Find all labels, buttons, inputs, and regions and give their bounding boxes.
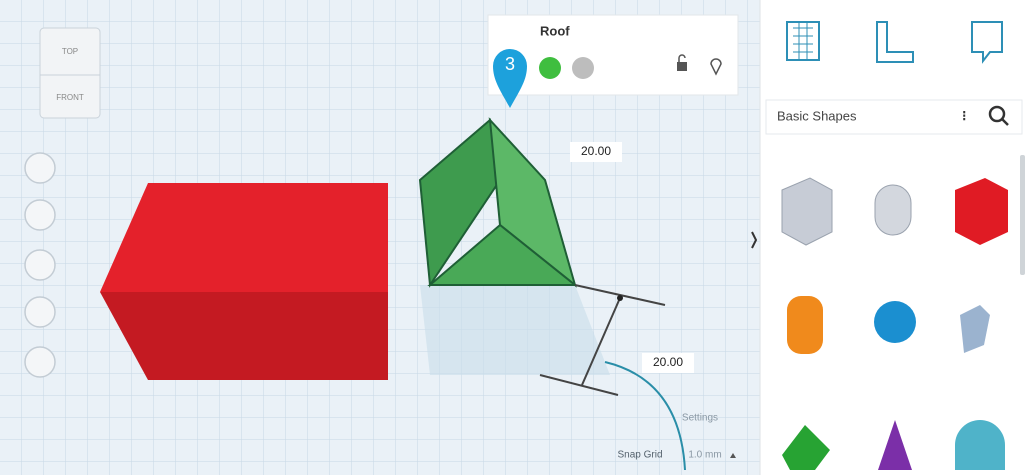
dimension-box[interactable] — [642, 353, 694, 373]
inspector-title: Roof — [540, 23, 570, 38]
roof-shape[interactable] — [418, 117, 578, 288]
dropdown-arrow[interactable] — [730, 453, 736, 458]
box-tile[interactable] — [955, 178, 1008, 245]
roof-bottom-face — [427, 223, 578, 286]
view-cube-front[interactable]: FRONT — [56, 93, 84, 102]
notes-tool[interactable] — [971, 21, 1003, 64]
box-hole-tile[interactable] — [781, 177, 833, 246]
perspective-button[interactable] — [24, 346, 56, 378]
step-badge — [493, 49, 527, 108]
roof-shadow — [420, 285, 610, 375]
workplane-tool[interactable] — [786, 21, 820, 61]
shape-tiles — [781, 177, 1008, 470]
inspector-panel — [487, 14, 739, 96]
snap-grid-label: Snap Grid — [617, 450, 662, 461]
inspector: Roof 3 — [487, 14, 739, 108]
cylinder-hole-tile[interactable] — [874, 184, 912, 236]
solid-color-button[interactable] — [539, 57, 561, 79]
round-roof-tile[interactable] — [955, 420, 1005, 470]
scrollbar[interactable] — [1020, 155, 1025, 275]
roof-tile[interactable] — [782, 425, 830, 470]
cone-tile[interactable] — [878, 420, 912, 470]
search-handle — [1001, 118, 1009, 126]
lock-shackle — [678, 54, 686, 62]
view-cube-top[interactable]: TOP — [62, 47, 78, 56]
dimension-line — [539, 374, 619, 396]
view-cube-body — [39, 27, 101, 119]
workplane-tool-grid — [793, 22, 813, 60]
settings-link[interactable]: Settings — [682, 413, 718, 424]
view-cube[interactable]: TOP FRONT — [39, 27, 101, 119]
dimension-line — [581, 297, 621, 386]
fit-button[interactable] — [24, 199, 56, 231]
scribble-tile[interactable] — [960, 305, 990, 353]
rotate-arc[interactable] — [604, 361, 686, 471]
category-label[interactable]: Basic Shapes — [777, 108, 857, 123]
dropdown-toggle[interactable]: ⁝ — [962, 108, 966, 124]
snap-grid-value[interactable]: 1.0 mm — [688, 450, 721, 461]
step-badge-number: 3 — [505, 54, 515, 74]
dimension-handle[interactable] — [617, 295, 623, 301]
light-icon[interactable] — [710, 58, 722, 76]
cylinder-tile[interactable] — [787, 296, 823, 354]
dimension-label[interactable]: 20.00 — [581, 144, 611, 158]
red-box-top — [100, 183, 388, 292]
red-box[interactable] — [100, 183, 388, 380]
ruler-tool[interactable] — [876, 21, 914, 63]
dimension-box[interactable] — [570, 142, 622, 162]
home-button[interactable] — [24, 152, 56, 184]
sphere-tile[interactable] — [874, 301, 916, 343]
zoom-in-button[interactable] — [24, 249, 56, 281]
lock-icon[interactable] — [677, 62, 687, 71]
red-box-front — [100, 292, 388, 380]
hole-button[interactable] — [572, 57, 594, 79]
category-dropdown[interactable] — [765, 99, 1023, 135]
dimension-label[interactable]: 20.00 — [653, 355, 683, 369]
search-icon[interactable] — [988, 105, 1006, 123]
zoom-out-button[interactable] — [24, 296, 56, 328]
collapse-toggle[interactable] — [751, 231, 758, 249]
